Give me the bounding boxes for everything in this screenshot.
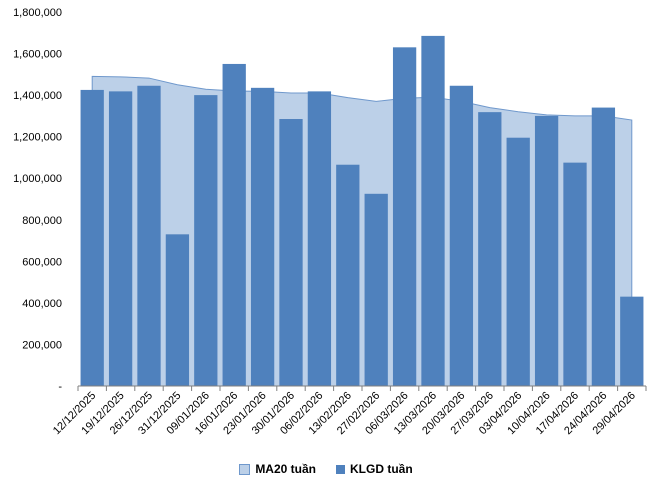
legend: MA20 tuần KLGD tuần bbox=[0, 462, 652, 476]
bar bbox=[336, 164, 360, 386]
x-axis-labels: 12/12/202519/12/202526/12/202531/12/2025… bbox=[51, 386, 647, 437]
legend-item-ma20: MA20 tuần bbox=[239, 462, 316, 476]
bar bbox=[506, 137, 530, 386]
legend-swatch-klgd bbox=[336, 464, 345, 474]
y-tick-label: 600,000 bbox=[22, 256, 62, 268]
y-tick-label: 1,200,000 bbox=[13, 132, 62, 144]
bar bbox=[222, 63, 246, 386]
bar bbox=[80, 89, 104, 387]
legend-label-ma20: MA20 tuần bbox=[255, 462, 316, 476]
y-tick-label: 400,000 bbox=[22, 298, 62, 310]
y-tick-label: 1,000,000 bbox=[13, 173, 62, 185]
y-tick-label: 800,000 bbox=[22, 215, 62, 227]
bar bbox=[165, 234, 190, 386]
y-tick-label: - bbox=[58, 381, 62, 393]
bar bbox=[478, 112, 502, 386]
bar bbox=[364, 193, 388, 386]
y-axis-labels: - 200,000 400,000 600,000 800,000 1,000,000 1,… bbox=[13, 7, 62, 393]
bar bbox=[279, 119, 303, 386]
bar bbox=[421, 35, 445, 387]
bar bbox=[449, 85, 474, 386]
legend-label-klgd: KLGD tuần bbox=[350, 462, 413, 476]
y-tick-label: 1,600,000 bbox=[13, 49, 62, 61]
y-tick-label: 200,000 bbox=[22, 339, 62, 351]
legend-item-klgd: KLGD tuần bbox=[336, 462, 413, 476]
bar bbox=[250, 87, 275, 386]
y-tick-label: 1,800,000 bbox=[13, 7, 62, 19]
bar bbox=[563, 162, 587, 386]
bar bbox=[108, 91, 133, 387]
bar bbox=[620, 296, 644, 386]
bar bbox=[194, 95, 218, 386]
bar bbox=[137, 85, 161, 386]
y-tick-label: 1,400,000 bbox=[13, 90, 62, 102]
bar bbox=[392, 47, 417, 386]
legend-swatch-ma20 bbox=[239, 463, 251, 475]
bar bbox=[591, 107, 616, 387]
bar bbox=[307, 91, 332, 387]
bars bbox=[80, 35, 644, 387]
bar bbox=[534, 115, 559, 386]
